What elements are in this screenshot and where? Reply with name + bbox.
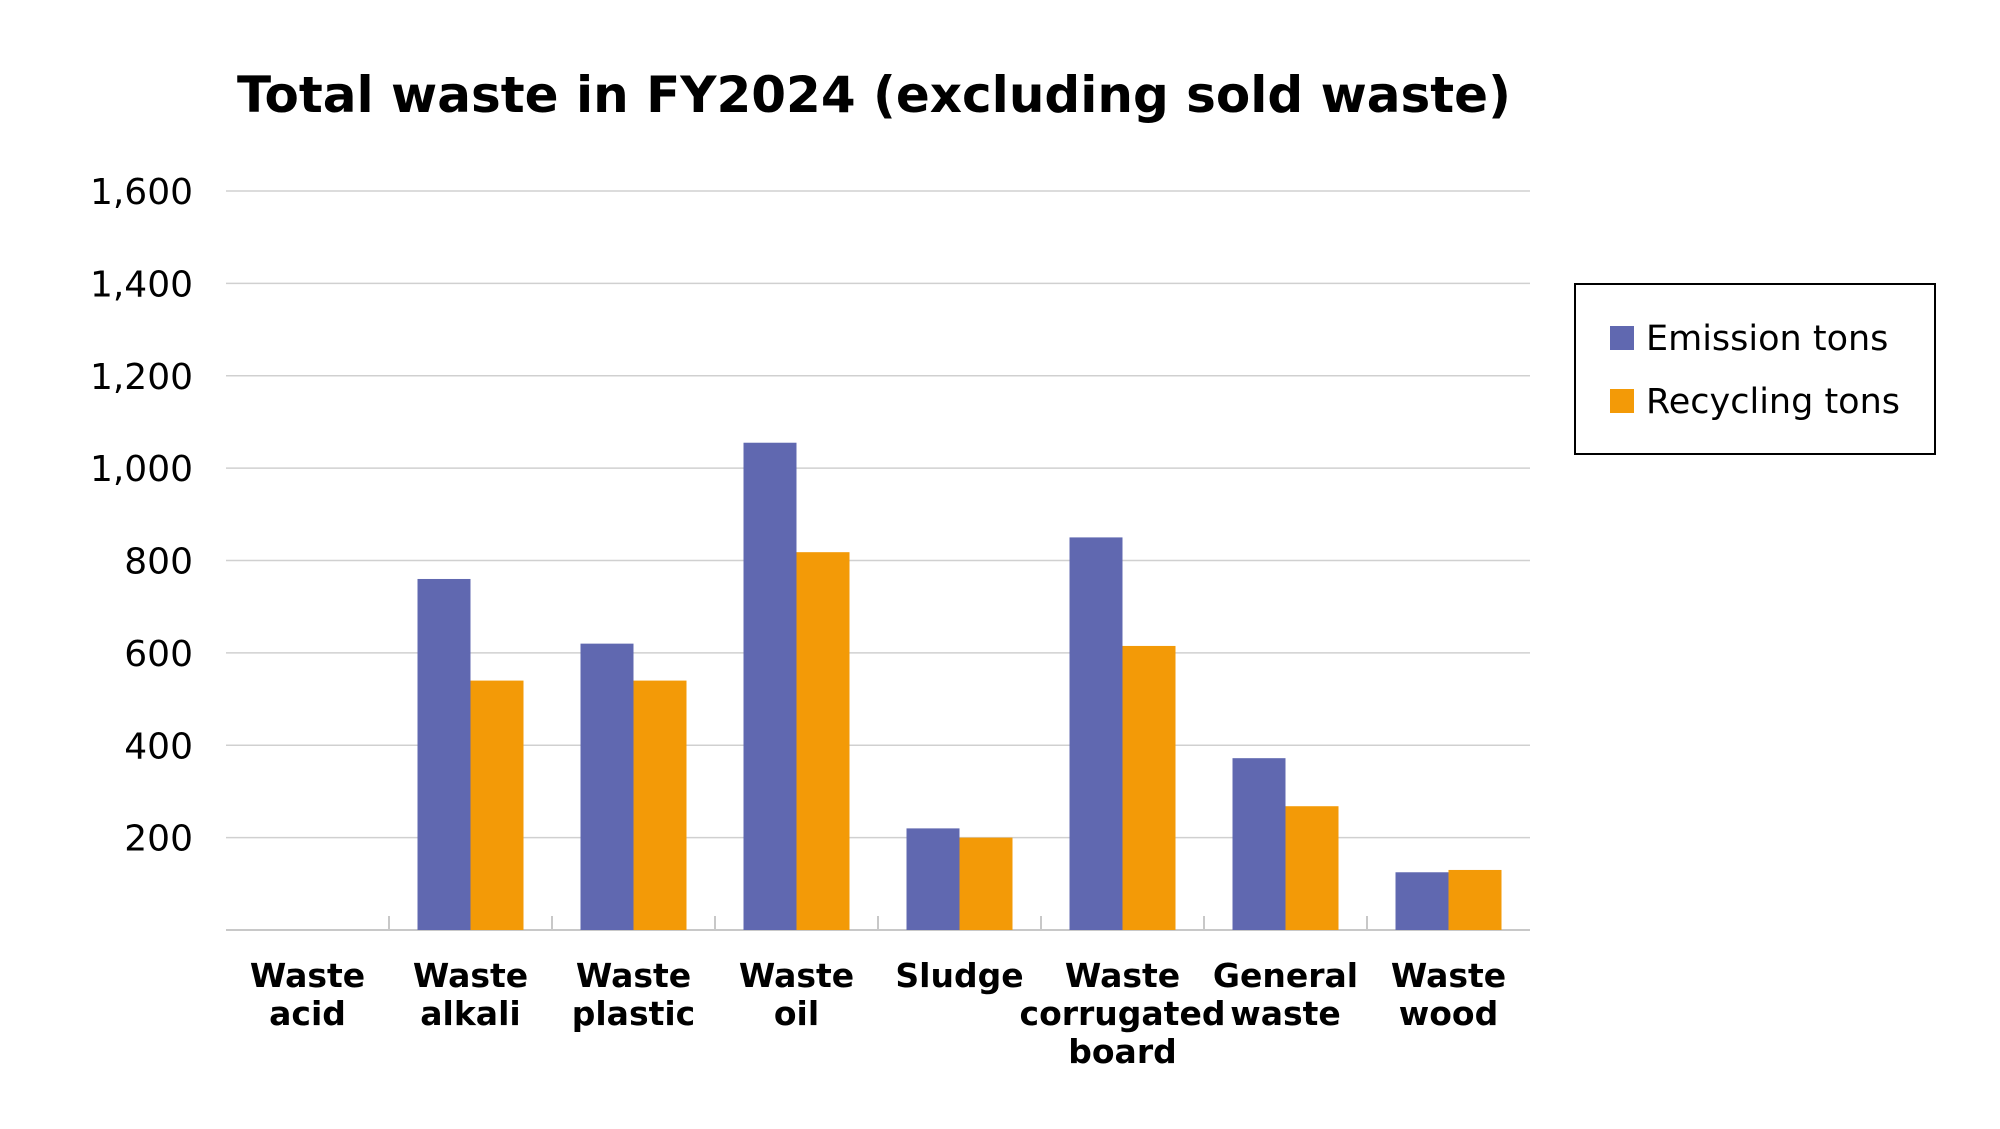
bar-recycling bbox=[1285, 806, 1339, 930]
bar-emission bbox=[580, 643, 634, 930]
y-tick-label: 1,000 bbox=[90, 449, 193, 490]
x-category-label: Waste plastic bbox=[572, 956, 696, 1033]
legend-box bbox=[1574, 283, 1936, 455]
y-axis-tick-labels: 200 400 600 800 1,000 1,200 1,400 1,600 bbox=[90, 172, 193, 860]
bar-emission bbox=[906, 828, 960, 930]
bar-recycling bbox=[633, 680, 687, 930]
y-tick-label: 200 bbox=[124, 819, 193, 860]
bar-recycling bbox=[470, 680, 524, 930]
y-tick-label: 800 bbox=[124, 542, 193, 583]
y-tick-label: 1,200 bbox=[90, 357, 193, 398]
bar-recycling bbox=[1448, 869, 1502, 930]
legend-label: Emission tons bbox=[1646, 319, 1888, 359]
x-category-label: Waste oil bbox=[739, 956, 854, 1033]
y-tick-label: 600 bbox=[124, 634, 193, 675]
bar-emission bbox=[1395, 872, 1449, 930]
x-category-label: Waste alkali bbox=[413, 956, 528, 1033]
x-category-label: General waste bbox=[1213, 956, 1358, 1033]
legend: Emission tons Recycling tons bbox=[1574, 283, 1936, 455]
bar-emission bbox=[417, 578, 471, 930]
legend-label: Recycling tons bbox=[1646, 382, 1900, 422]
legend-swatch bbox=[1610, 389, 1634, 413]
bar-emission bbox=[1232, 758, 1286, 930]
y-tick-label: 400 bbox=[124, 726, 193, 767]
bars bbox=[417, 442, 1502, 930]
x-category-label: Waste corrugated board bbox=[1020, 956, 1226, 1071]
x-axis-category-labels: Waste acid Waste alkali Waste plastic Waste oil… bbox=[250, 956, 1506, 1071]
bar-emission bbox=[743, 442, 797, 930]
y-tick-label: 1,400 bbox=[90, 264, 193, 305]
chart-title: Total waste in FY2024 (excluding sold wa… bbox=[237, 66, 1511, 124]
x-category-label: Sludge bbox=[895, 956, 1023, 995]
y-tick-label: 1,600 bbox=[90, 172, 193, 213]
bar-recycling bbox=[959, 837, 1013, 930]
x-category-label: Waste acid bbox=[250, 956, 365, 1033]
legend-swatch bbox=[1610, 326, 1634, 350]
x-category-label: Waste wood bbox=[1391, 956, 1506, 1033]
bar-recycling bbox=[1122, 645, 1176, 930]
bar-emission bbox=[1069, 537, 1123, 930]
bar-recycling bbox=[796, 552, 850, 930]
